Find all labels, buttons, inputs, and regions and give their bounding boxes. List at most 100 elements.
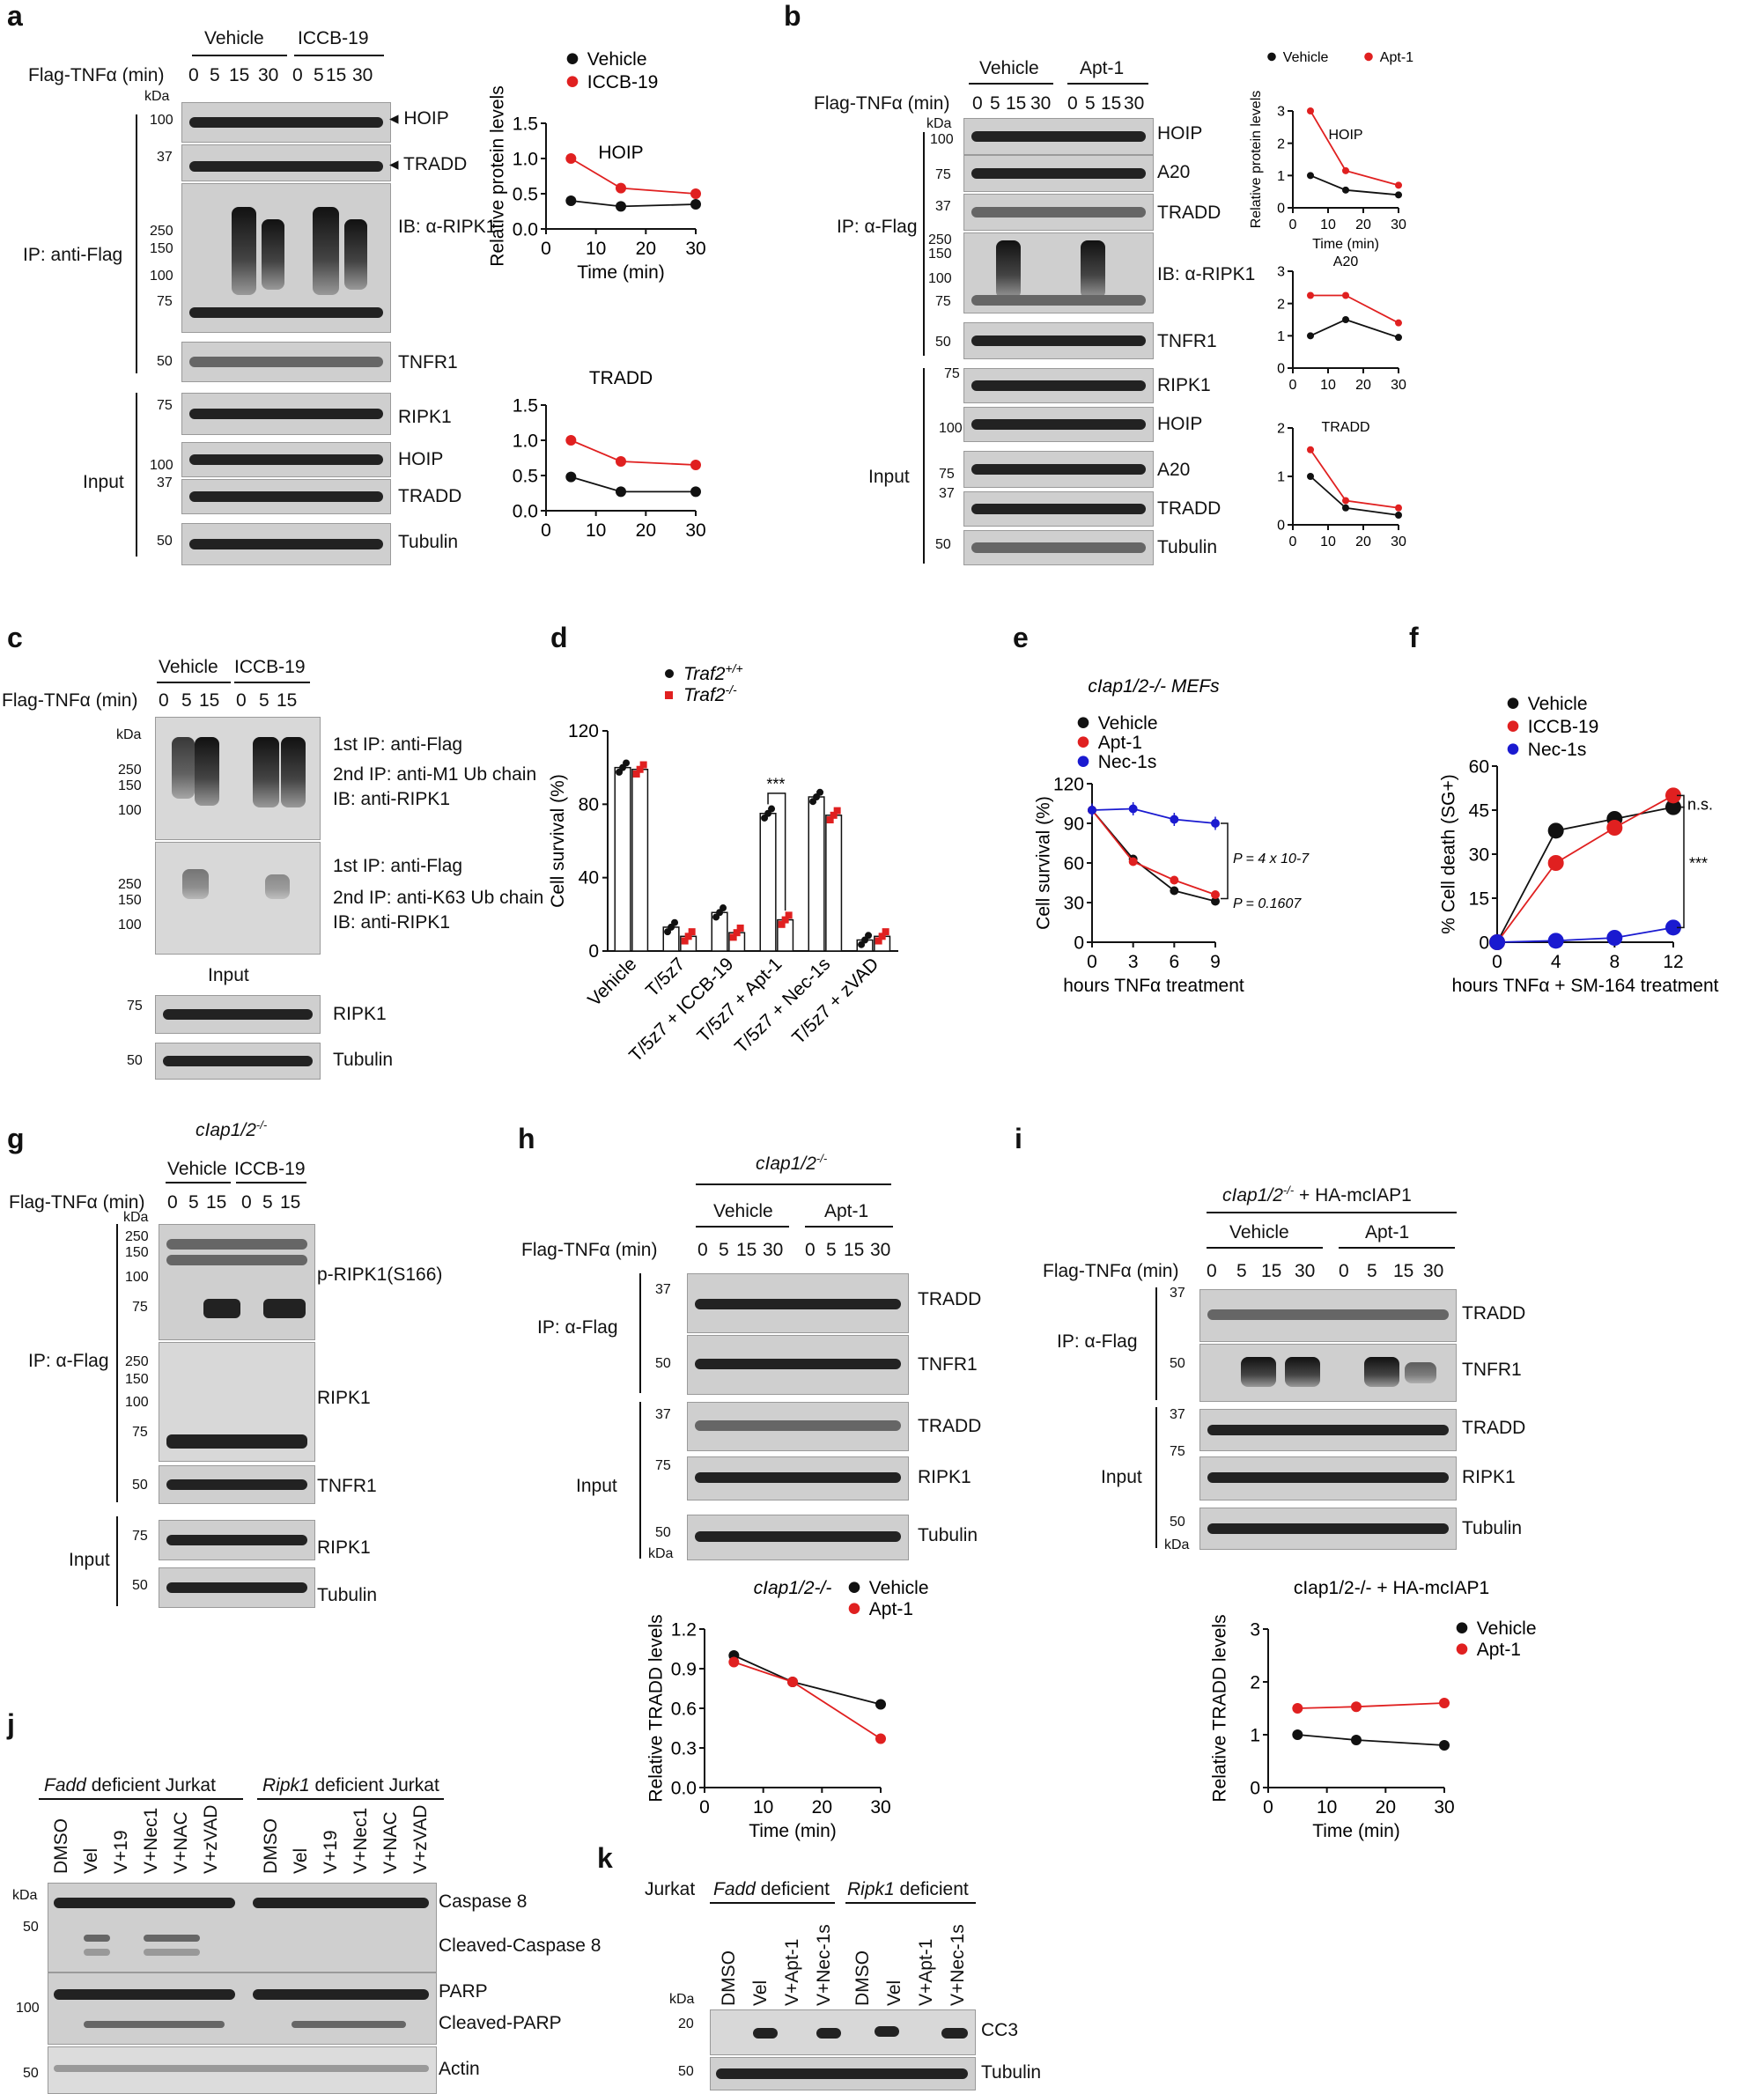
y-tick-label: 0 <box>1277 362 1285 377</box>
a-ip-label: IP: anti-Flag <box>23 245 123 265</box>
k-ripk1-header: Ripk1 deficient <box>847 1879 969 1899</box>
i-time: 0 <box>1339 1261 1349 1281</box>
g-blot-pripk1 <box>159 1224 315 1340</box>
series-line <box>1310 449 1399 509</box>
y-tick-label: 0.9 <box>671 1659 697 1679</box>
bar <box>808 796 825 952</box>
b-blot-tradd <box>963 194 1154 231</box>
b-label-hoip: HOIP <box>1157 123 1203 144</box>
h-ip-label: IP: α-Flag <box>537 1317 618 1338</box>
y-tick-label: 60 <box>1469 756 1489 777</box>
g-ladder: 100 <box>125 1395 149 1410</box>
chart-a-hoip: 0.0 0.5 1.0 1.5 0 10 20 30 Time (min) Relative pr… <box>488 49 706 283</box>
data-point <box>616 201 626 212</box>
y-tick-label: 1.5 <box>513 114 538 134</box>
legend-marker <box>848 1603 860 1614</box>
series-line <box>734 1661 882 1740</box>
data-point <box>1547 855 1564 871</box>
j-fadd-header: Fadd deficient Jurkat <box>44 1775 216 1795</box>
j-ladder: 50 <box>23 2066 39 2081</box>
bar <box>614 766 631 952</box>
chart-h: 0.0 0.3 0.6 0.9 1.2 0 10 20 30 Time (min) Relative… <box>646 1578 929 1841</box>
j-lane: V+zVAD <box>201 1804 221 1874</box>
data-point <box>565 195 577 206</box>
g-ladder: 150 <box>125 1245 149 1260</box>
b-label-ib: IB: α-RIPK1 <box>1157 264 1256 284</box>
x-tick-label: 10 <box>1320 378 1336 393</box>
a-ladder: 75 <box>157 294 173 309</box>
a-label-in-tubulin: Tubulin <box>398 532 459 552</box>
bar <box>631 769 649 952</box>
x-tick-label: 0 <box>541 239 551 259</box>
a-iccb19-header: ICCB-19 <box>298 28 369 48</box>
legend-label: Vehicle <box>587 49 647 70</box>
i-ip-label: IP: α-Flag <box>1057 1331 1138 1352</box>
data-point <box>1211 890 1220 899</box>
legend-marker <box>1077 736 1089 748</box>
y-axis-label: Relative TRADD levels <box>646 1614 667 1802</box>
y-axis-label: Cell survival (%) <box>1034 796 1054 930</box>
j-lane: DMSO <box>261 1818 281 1874</box>
data-point <box>690 460 701 470</box>
y-tick-label: 0.6 <box>671 1699 697 1719</box>
data-point <box>728 1656 740 1668</box>
legend-label: Vehicle <box>1283 50 1329 65</box>
b-label-in-a20: A20 <box>1157 460 1191 480</box>
c-ip2-m1: 2nd IP: anti-M1 Ub chain <box>333 764 537 785</box>
legend-label: ICCB-19 <box>1528 717 1599 737</box>
y-tick-label: 1 <box>1250 1725 1260 1745</box>
data-point <box>1342 316 1349 323</box>
legend-marker <box>1507 697 1519 709</box>
i-time: 30 <box>1295 1261 1316 1281</box>
c-time: 5 <box>181 690 192 711</box>
c-ladder: 100 <box>118 918 142 933</box>
c-time: 15 <box>199 690 220 711</box>
g-label-in-tubulin: Tubulin <box>317 1585 378 1605</box>
y-axis-label: % Cell death (SG+) <box>1439 774 1459 934</box>
h-time: 15 <box>844 1240 865 1260</box>
x-tick-label: 4 <box>1551 952 1561 972</box>
k-lane: DMSO <box>852 1950 873 2006</box>
j-lane: V+NAC <box>171 1811 191 1874</box>
k-label-tubulin: Tubulin <box>981 2062 1042 2083</box>
a-blot-in-hoip <box>181 442 391 477</box>
b-blot-ripk1 <box>963 232 1154 313</box>
j-kda: kDa <box>12 1888 38 1903</box>
a-blot-in-ripk1 <box>181 393 391 435</box>
data-point <box>768 805 776 813</box>
c-label-tubulin: Tubulin <box>333 1050 394 1070</box>
x-tick-label: 0 <box>1289 218 1297 232</box>
a-kda: kDa <box>144 89 170 104</box>
a-ladder: 75 <box>157 398 173 413</box>
k-ladder: 50 <box>678 2064 694 2079</box>
j-lane: DMSO <box>51 1818 71 1874</box>
legend-label: Traf2+/+ <box>683 661 743 684</box>
h-time: 30 <box>763 1240 784 1260</box>
h-time: 15 <box>736 1240 757 1260</box>
c-ib-k63: IB: anti-RIPK1 <box>333 912 451 933</box>
y-tick-label: 3 <box>1277 105 1285 120</box>
j-blot-casp8 <box>48 1883 437 1972</box>
i-time: 5 <box>1367 1261 1377 1281</box>
g-ladder: 75 <box>132 1529 148 1544</box>
c-time: 0 <box>236 690 247 711</box>
b-time: 0 <box>972 93 983 114</box>
data-point <box>826 816 834 824</box>
k-lane: V+Apt-1 <box>782 1938 802 2006</box>
h-time: 5 <box>719 1240 729 1260</box>
c-input-label: Input <box>208 965 249 985</box>
a-ladder: 37 <box>157 150 173 165</box>
g-time: 15 <box>206 1192 227 1213</box>
c-ip1-m1: 1st IP: anti-Flag <box>333 734 463 755</box>
data-point <box>1342 497 1349 505</box>
data-point <box>690 199 701 210</box>
data-point <box>565 471 577 483</box>
x-tick-label: 0 <box>1263 1797 1273 1818</box>
b-vehicle-header: Vehicle <box>979 58 1039 78</box>
x-tick-label: 30 <box>1434 1797 1454 1818</box>
series-line <box>1310 110 1399 187</box>
a-ladder: 50 <box>157 354 173 369</box>
data-point <box>1307 446 1314 453</box>
